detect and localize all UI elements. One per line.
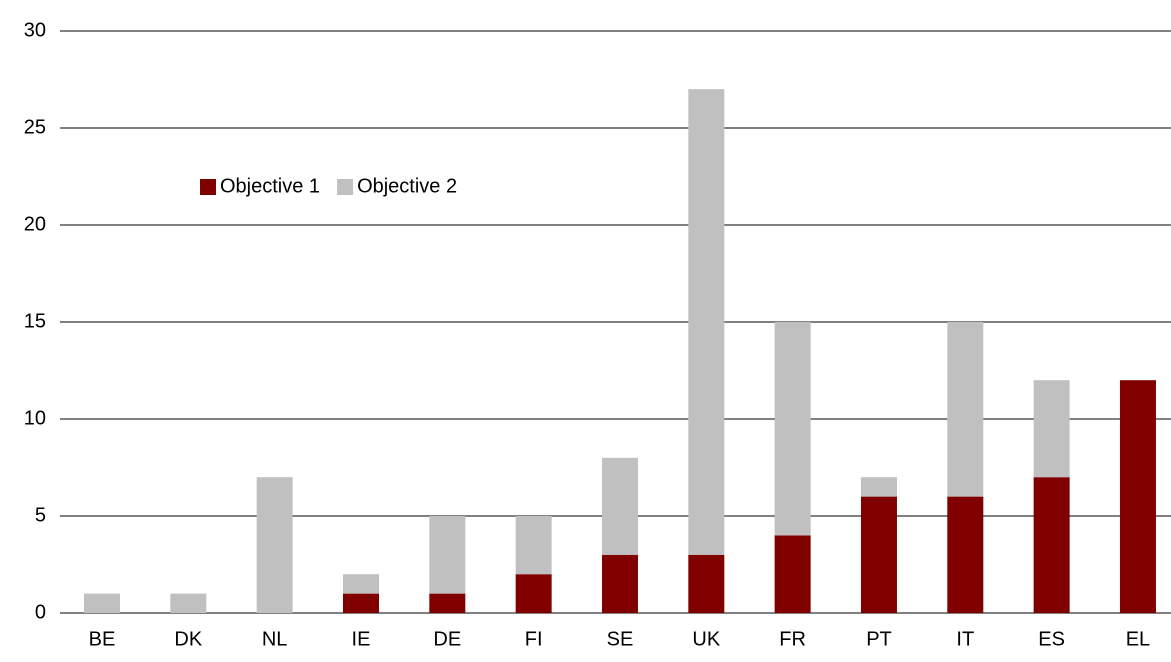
y-tick-label: 25 — [24, 116, 46, 138]
legend-swatch — [337, 179, 354, 195]
x-tick-label: UK — [692, 628, 720, 650]
x-tick-label: PT — [866, 628, 892, 650]
bar-segment — [256, 477, 293, 613]
legend-label: Objective 1 — [220, 175, 320, 197]
bar-segment — [515, 516, 552, 575]
x-tick-label: FR — [779, 628, 806, 650]
bar-segment — [601, 457, 638, 555]
legend-swatch — [200, 179, 216, 195]
bar-segment — [1033, 380, 1070, 478]
bar-segment — [688, 554, 725, 613]
x-tick-label: DK — [174, 628, 202, 650]
bar-segment — [170, 593, 207, 613]
bar-segment — [342, 593, 379, 613]
x-tick-label: DE — [433, 628, 461, 650]
y-tick-label: 10 — [24, 407, 46, 429]
x-tick-label: SE — [607, 628, 634, 650]
bar-segment — [601, 554, 638, 613]
bar-segment — [515, 574, 552, 613]
y-tick-label: 20 — [24, 213, 46, 235]
bar-segment — [860, 477, 897, 497]
y-tick-label: 0 — [35, 601, 46, 623]
bar-segment — [1119, 380, 1156, 613]
bar-segment — [860, 496, 897, 613]
x-tick-label: IT — [956, 628, 974, 650]
x-tick-label: IE — [352, 628, 371, 650]
bar-segment — [342, 574, 379, 594]
x-tick-label: FI — [525, 628, 543, 650]
y-tick-label: 30 — [24, 19, 46, 41]
y-tick-label: 15 — [24, 310, 46, 332]
x-tick-label: ES — [1038, 628, 1065, 650]
bar-segment — [947, 496, 984, 613]
x-tick-label: NL — [262, 628, 288, 650]
bar-segment — [1033, 477, 1070, 613]
bar-segment — [688, 89, 725, 555]
bar-segment — [774, 535, 811, 613]
bar-segment — [947, 322, 984, 497]
bar-segment — [429, 593, 466, 613]
x-tick-label: BE — [89, 628, 116, 650]
bar-segment — [774, 322, 811, 536]
x-tick-label: EL — [1126, 628, 1150, 650]
legend-label: Objective 2 — [357, 175, 457, 197]
bar-segment — [429, 516, 466, 594]
bar-segment — [84, 593, 120, 613]
y-tick-label: 5 — [35, 504, 46, 526]
